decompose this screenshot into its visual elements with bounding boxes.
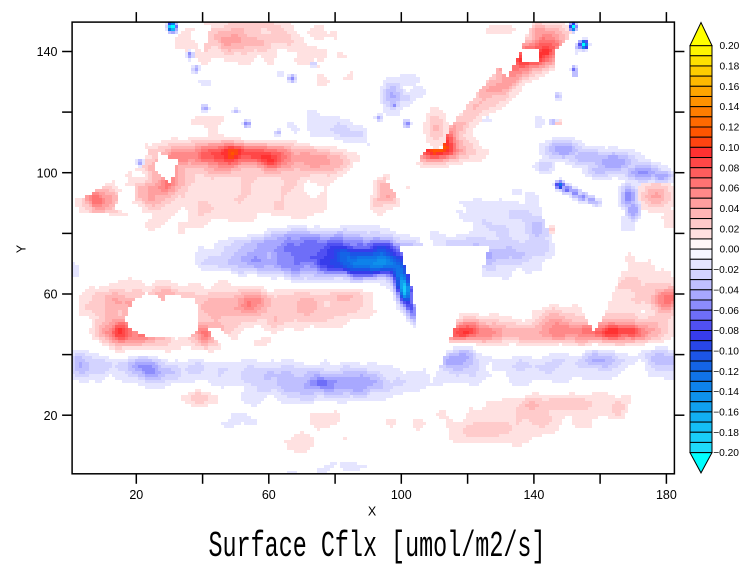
svg-text:−0.08: −0.08 — [713, 326, 739, 337]
svg-text:0.12: 0.12 — [720, 123, 740, 134]
svg-text:0.14: 0.14 — [720, 102, 740, 113]
svg-text:140: 140 — [523, 488, 544, 502]
svg-text:−0.02: −0.02 — [713, 265, 739, 276]
svg-text:−0.18: −0.18 — [713, 428, 739, 439]
svg-text:0.00: 0.00 — [720, 245, 740, 256]
svg-text:100: 100 — [391, 488, 412, 502]
svg-text:0.10: 0.10 — [720, 143, 740, 154]
svg-text:−0.20: −0.20 — [713, 448, 739, 459]
svg-text:0.18: 0.18 — [720, 62, 740, 73]
svg-text:−0.12: −0.12 — [713, 367, 739, 378]
svg-text:140: 140 — [37, 45, 58, 59]
svg-text:−0.10: −0.10 — [713, 347, 739, 358]
svg-text:60: 60 — [44, 288, 58, 302]
svg-text:0.04: 0.04 — [720, 204, 740, 215]
svg-text:0.20: 0.20 — [720, 41, 740, 52]
svg-text:0.08: 0.08 — [720, 163, 740, 174]
svg-text:Surface Cflx [umol/m2/s]: Surface Cflx [umol/m2/s] — [208, 528, 545, 568]
svg-text:20: 20 — [44, 409, 58, 423]
svg-text:180: 180 — [656, 488, 677, 502]
svg-text:−0.04: −0.04 — [713, 285, 739, 296]
svg-text:0.16: 0.16 — [720, 82, 740, 93]
svg-text:−0.16: −0.16 — [713, 408, 739, 419]
svg-text:20: 20 — [129, 488, 143, 502]
svg-text:100: 100 — [37, 166, 58, 180]
svg-text:0.02: 0.02 — [720, 224, 740, 235]
svg-text:60: 60 — [262, 488, 276, 502]
svg-text:Y: Y — [15, 244, 29, 253]
svg-text:0.06: 0.06 — [720, 184, 740, 195]
svg-text:−0.06: −0.06 — [713, 306, 739, 317]
svg-text:−0.14: −0.14 — [713, 387, 739, 398]
svg-text:X: X — [368, 505, 377, 519]
